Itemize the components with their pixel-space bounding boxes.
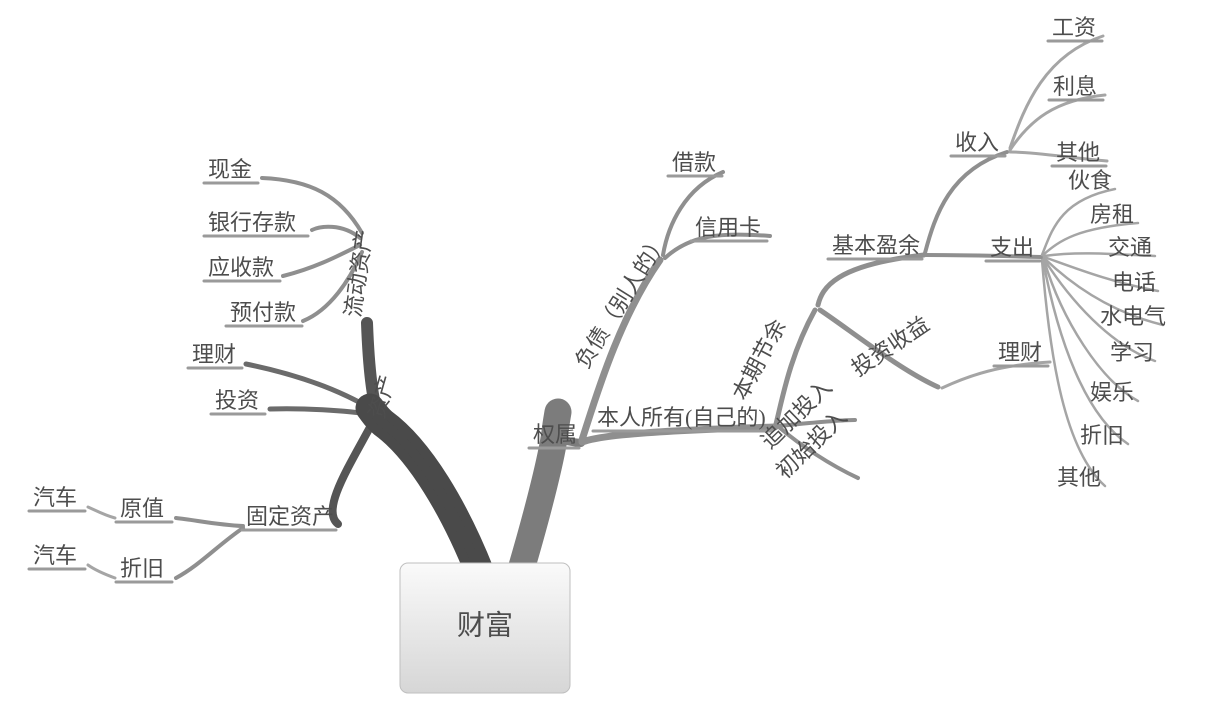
node-salary: 工资 bbox=[1048, 15, 1102, 41]
label-period: 本期节余 bbox=[727, 315, 790, 404]
nodes-layer: 资产流动资产现金银行存款应收款预付款理财投资固定资产原值折旧汽车汽车权属本人所有… bbox=[29, 15, 1166, 582]
node-prepaid: 预付款 bbox=[226, 300, 302, 326]
label-depr2: 折旧 bbox=[1080, 423, 1124, 448]
label-credit: 信用卡 bbox=[695, 215, 761, 240]
node-credit: 信用卡 bbox=[691, 215, 767, 241]
label-self: 本人所有(自己的) bbox=[597, 405, 766, 430]
node-phone: 电话 bbox=[1112, 270, 1156, 295]
node-invreturn: 投资收益 bbox=[847, 311, 934, 381]
edge-5 bbox=[246, 364, 373, 410]
node-car2: 汽车 bbox=[29, 543, 85, 569]
label-prepaid: 预付款 bbox=[230, 300, 296, 325]
node-surplus: 基本盈余 bbox=[828, 233, 922, 259]
label-finance1: 理财 bbox=[192, 342, 236, 367]
node-invest: 投资 bbox=[211, 388, 265, 414]
node-self: 本人所有(自己的) bbox=[593, 405, 772, 431]
node-study: 学习 bbox=[1110, 340, 1154, 365]
label-car2: 汽车 bbox=[33, 543, 77, 568]
label-fixed: 固定资产 bbox=[246, 504, 334, 529]
node-finance2: 理财 bbox=[994, 340, 1048, 366]
node-other1: 其他 bbox=[1052, 140, 1106, 166]
edge-20 bbox=[818, 255, 924, 305]
node-rent: 房租 bbox=[1090, 202, 1134, 227]
node-depr: 折旧 bbox=[116, 556, 172, 582]
label-surplus: 基本盈余 bbox=[832, 233, 920, 258]
root-node: 财富 bbox=[400, 563, 570, 693]
node-expense: 支出 bbox=[986, 235, 1040, 261]
label-util: 水电气 bbox=[1100, 304, 1166, 329]
label-food: 伙食 bbox=[1068, 168, 1112, 193]
label-loan: 借款 bbox=[672, 150, 716, 175]
node-interest: 利息 bbox=[1049, 74, 1103, 100]
node-bank: 银行存款 bbox=[204, 210, 308, 236]
label-other1: 其他 bbox=[1056, 140, 1100, 165]
label-salary: 工资 bbox=[1052, 15, 1096, 40]
label-invreturn: 投资收益 bbox=[847, 311, 934, 381]
node-traffic: 交通 bbox=[1108, 235, 1152, 260]
node-fun: 娱乐 bbox=[1090, 380, 1134, 405]
edge-8 bbox=[176, 518, 243, 526]
label-phone: 电话 bbox=[1112, 270, 1156, 295]
label-receivable: 应收款 bbox=[208, 255, 274, 280]
label-other2: 其他 bbox=[1057, 465, 1101, 490]
edge-10 bbox=[88, 507, 115, 518]
node-depr2: 折旧 bbox=[1080, 423, 1124, 448]
root-label: 财富 bbox=[457, 609, 513, 641]
edge-7 bbox=[333, 418, 375, 524]
node-liquid: 流动资产 bbox=[340, 228, 377, 319]
label-car1: 汽车 bbox=[33, 485, 77, 510]
node-ownership: 权属 bbox=[529, 422, 579, 448]
label-depr: 折旧 bbox=[120, 556, 164, 581]
node-util: 水电气 bbox=[1100, 304, 1166, 329]
node-cash: 现金 bbox=[204, 157, 258, 183]
label-traffic: 交通 bbox=[1108, 235, 1152, 260]
edge-11 bbox=[88, 565, 115, 578]
mindmap-stage: 资产流动资产现金银行存款应收款预付款理财投资固定资产原值折旧汽车汽车权属本人所有… bbox=[0, 0, 1226, 724]
node-income: 收入 bbox=[951, 130, 1005, 156]
left-trunk bbox=[370, 408, 480, 573]
label-cash: 现金 bbox=[208, 157, 252, 182]
label-rent: 房租 bbox=[1090, 202, 1134, 227]
edge-9 bbox=[176, 528, 243, 578]
node-loan: 借款 bbox=[668, 150, 722, 176]
label-debt: 负债（别人的） bbox=[570, 229, 673, 373]
node-other2: 其他 bbox=[1057, 465, 1101, 490]
label-bank: 银行存款 bbox=[208, 210, 296, 235]
label-orig: 原值 bbox=[120, 496, 164, 521]
node-food: 伙食 bbox=[1068, 168, 1112, 193]
trunks-layer bbox=[370, 408, 558, 573]
node-debt: 负债（别人的） bbox=[570, 229, 673, 373]
node-finance1: 理财 bbox=[188, 342, 242, 368]
label-expense: 支出 bbox=[990, 235, 1034, 260]
label-finance2: 理财 bbox=[998, 340, 1042, 365]
label-income: 收入 bbox=[955, 130, 999, 155]
label-interest: 利息 bbox=[1053, 74, 1097, 99]
label-study: 学习 bbox=[1110, 340, 1154, 365]
label-invest: 投资 bbox=[215, 388, 259, 413]
node-car1: 汽车 bbox=[29, 485, 85, 511]
label-ownership: 权属 bbox=[533, 422, 577, 447]
node-orig: 原值 bbox=[116, 496, 172, 522]
node-period: 本期节余 bbox=[727, 315, 790, 404]
node-receivable: 应收款 bbox=[204, 255, 280, 281]
label-fun: 娱乐 bbox=[1090, 380, 1134, 405]
node-fixed: 固定资产 bbox=[242, 504, 336, 530]
label-liquid: 流动资产 bbox=[340, 228, 377, 319]
